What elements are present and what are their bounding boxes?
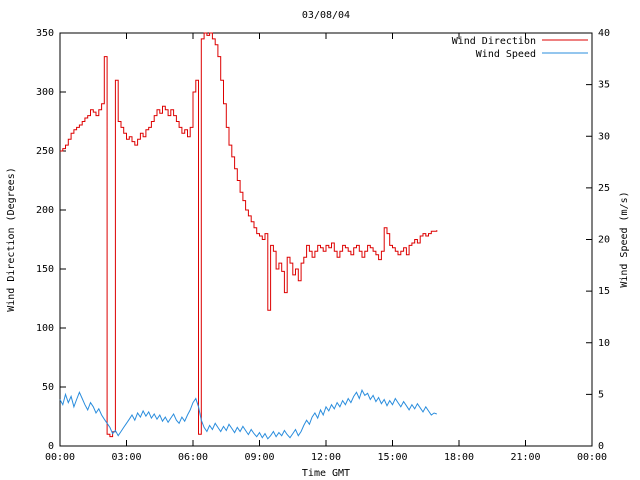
x-tick-label: 15:00 <box>377 452 407 463</box>
y-left-tick-label: 250 <box>36 146 54 157</box>
y-right-tick-label: 0 <box>598 441 604 452</box>
y-left-tick-label: 300 <box>36 87 54 98</box>
y-left-axis-label: Wind Direction (Degrees) <box>6 167 17 312</box>
y-right-tick-label: 5 <box>598 389 604 400</box>
y-right-tick-label: 10 <box>598 338 610 349</box>
y-right-tick-label: 20 <box>598 235 610 246</box>
y-left-tick-label: 50 <box>42 382 54 393</box>
chart-title: 03/08/04 <box>302 10 350 21</box>
y-left-tick-label: 0 <box>48 441 54 452</box>
legend-label: Wind Speed <box>476 49 536 60</box>
y-left-tick-label: 350 <box>36 28 54 39</box>
x-tick-label: 09:00 <box>244 452 274 463</box>
y-right-tick-label: 15 <box>598 286 610 297</box>
x-tick-label: 21:00 <box>510 452 540 463</box>
plot-border <box>59 32 593 447</box>
x-tick-label: 12:00 <box>311 452 341 463</box>
wind-speed-series <box>59 388 437 440</box>
y-right-tick-label: 35 <box>598 80 610 91</box>
y-left-tick-label: 200 <box>36 205 54 216</box>
y-left-tick-label: 100 <box>36 323 54 334</box>
wind-direction-series <box>60 32 438 438</box>
x-tick-label: 18:00 <box>444 452 474 463</box>
x-axis-label: Time GMT <box>302 468 350 479</box>
y-right-axis-label: Wind Speed (m/s) <box>619 191 630 287</box>
y-right-tick-label: 30 <box>598 131 610 142</box>
x-tick-label: 00:00 <box>577 452 607 463</box>
y-right-tick-label: 40 <box>598 28 610 39</box>
y-right-tick-label: 25 <box>598 183 610 194</box>
legend-label: Wind Direction <box>452 36 536 47</box>
x-tick-label: 00:00 <box>45 452 75 463</box>
x-tick-label: 03:00 <box>111 452 141 463</box>
x-tick-label: 06:00 <box>178 452 208 463</box>
y-left-tick-label: 150 <box>36 264 54 275</box>
